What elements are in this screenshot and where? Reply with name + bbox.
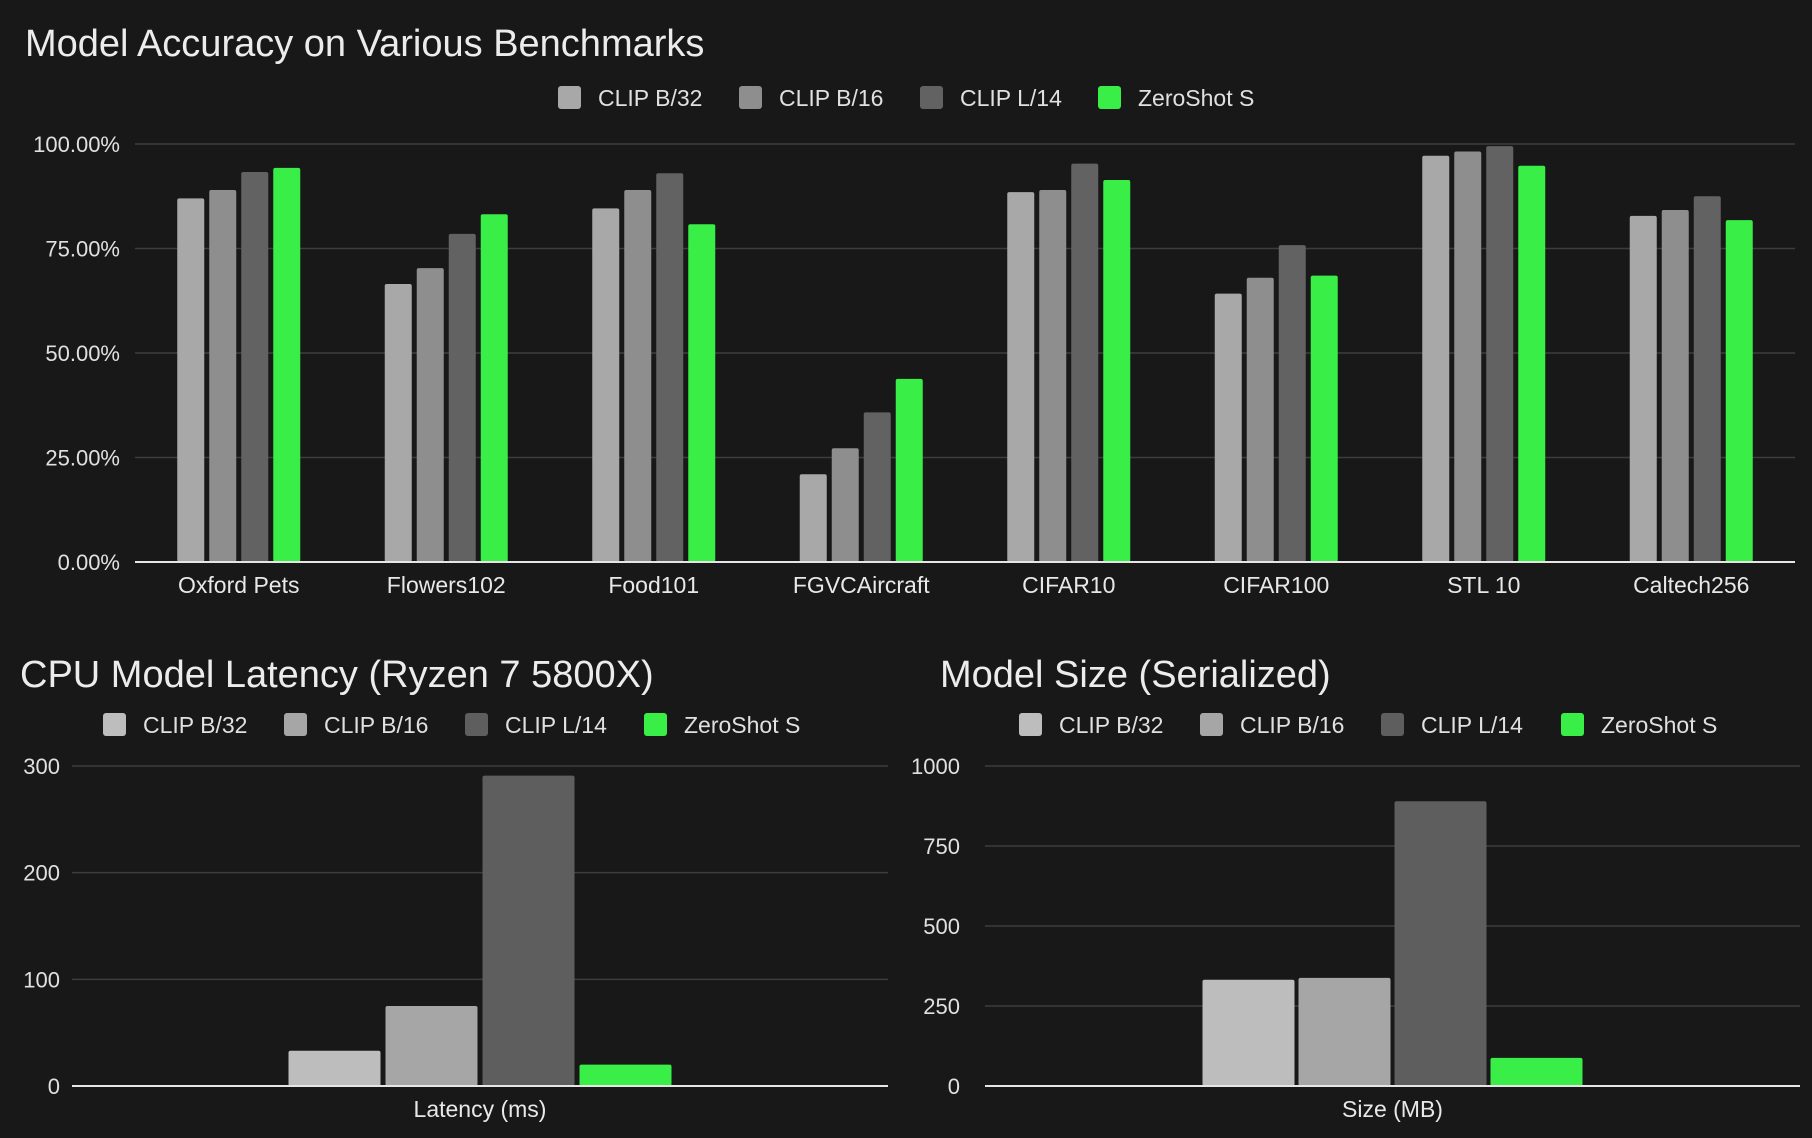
y-tick-label: 300 bbox=[23, 754, 60, 779]
bar-fgvcaircraft-zeroshot-s[interactable] bbox=[895, 378, 923, 562]
bar-size-mb-zeroshot-s[interactable] bbox=[1490, 1057, 1583, 1086]
bar-latency-ms-zeroshot-s[interactable] bbox=[579, 1064, 672, 1086]
legend-label-clip-l-14: CLIP L/14 bbox=[505, 712, 607, 738]
y-tick-label: 750 bbox=[923, 834, 960, 859]
bar-food101-zeroshot-s[interactable] bbox=[688, 224, 716, 563]
bar-caltech256-clip-b-16[interactable] bbox=[1661, 210, 1689, 562]
bar-flowers102-clip-b-16[interactable] bbox=[416, 268, 444, 562]
y-tick-label: 250 bbox=[923, 994, 960, 1019]
bar-caltech256-zeroshot-s[interactable] bbox=[1725, 220, 1753, 563]
bar-size-mb-clip-b-32[interactable] bbox=[1202, 979, 1295, 1086]
legend-swatch-clip-b-16 bbox=[284, 713, 307, 736]
x-category-label: CIFAR10 bbox=[1022, 572, 1115, 598]
legend-label-clip-b-16: CLIP B/16 bbox=[324, 712, 428, 738]
bar-cifar100-clip-b-16[interactable] bbox=[1246, 277, 1274, 562]
y-tick-label: 500 bbox=[923, 914, 960, 939]
x-category-label: Size (MB) bbox=[1342, 1096, 1443, 1122]
size-chart: Model Size (Serialized) CLIP B/32 CLIP B/1… bbox=[911, 654, 1800, 1122]
bar-fgvcaircraft-clip-l-14[interactable] bbox=[863, 412, 891, 562]
legend-swatch-zeroshot-s bbox=[1561, 713, 1584, 736]
bar-latency-ms-clip-l-14[interactable] bbox=[482, 775, 575, 1086]
legend-label-clip-b-32: CLIP B/32 bbox=[598, 85, 702, 111]
legend-swatch-clip-b-16 bbox=[1200, 713, 1223, 736]
legend-swatch-clip-l-14 bbox=[920, 86, 943, 109]
bar-flowers102-zeroshot-s[interactable] bbox=[480, 214, 508, 562]
bar-cifar10-clip-b-16[interactable] bbox=[1039, 189, 1067, 563]
x-category-label: STL 10 bbox=[1447, 572, 1520, 598]
chart-title: Model Accuracy on Various Benchmarks bbox=[25, 23, 704, 65]
bar-oxford-pets-clip-b-16[interactable] bbox=[209, 189, 237, 563]
bar-size-mb-clip-b-16[interactable] bbox=[1298, 977, 1391, 1086]
y-tick-label: 75.00% bbox=[45, 237, 120, 262]
bar-cifar100-clip-b-32[interactable] bbox=[1214, 293, 1242, 562]
bar-food101-clip-b-32[interactable] bbox=[592, 208, 620, 562]
legend-label-clip-l-14: CLIP L/14 bbox=[960, 85, 1062, 111]
legend-swatch-clip-b-32 bbox=[558, 86, 581, 109]
y-tick-label: 50.00% bbox=[45, 341, 120, 366]
legend-swatch-zeroshot-s bbox=[644, 713, 667, 736]
bar-oxford-pets-clip-b-32[interactable] bbox=[177, 198, 205, 562]
legend-label-zeroshot-s: ZeroShot S bbox=[1601, 712, 1717, 738]
bar-cifar10-clip-l-14[interactable] bbox=[1071, 163, 1099, 562]
bar-cifar10-clip-b-32[interactable] bbox=[1007, 192, 1035, 562]
y-tick-label: 0 bbox=[48, 1074, 60, 1099]
legend-label-clip-b-32: CLIP B/32 bbox=[143, 712, 247, 738]
bar-caltech256-clip-b-32[interactable] bbox=[1629, 215, 1657, 562]
bar-size-mb-clip-l-14[interactable] bbox=[1394, 801, 1487, 1086]
x-category-label: Oxford Pets bbox=[178, 572, 299, 598]
bar-flowers102-clip-l-14[interactable] bbox=[448, 233, 476, 562]
legend-label-clip-b-16: CLIP B/16 bbox=[1240, 712, 1344, 738]
bar-fgvcaircraft-clip-b-16[interactable] bbox=[831, 448, 859, 562]
accuracy-chart: Model Accuracy on Various Benchmarks CLIP… bbox=[25, 23, 1795, 598]
legend-swatch-clip-b-32 bbox=[103, 713, 126, 736]
legend-swatch-clip-b-16 bbox=[739, 86, 762, 109]
chart-title: Model Size (Serialized) bbox=[940, 654, 1331, 696]
legend-label-zeroshot-s: ZeroShot S bbox=[1138, 85, 1254, 111]
bar-food101-clip-l-14[interactable] bbox=[656, 173, 684, 562]
legend-swatch-clip-l-14 bbox=[1381, 713, 1404, 736]
bar-food101-clip-b-16[interactable] bbox=[624, 189, 652, 563]
chart-title: CPU Model Latency (Ryzen 7 5800X) bbox=[20, 654, 654, 696]
latency-chart: CPU Model Latency (Ryzen 7 5800X) CLIP B/… bbox=[20, 654, 888, 1122]
bar-cifar10-zeroshot-s[interactable] bbox=[1103, 179, 1131, 562]
bar-fgvcaircraft-clip-b-32[interactable] bbox=[799, 474, 827, 562]
bar-oxford-pets-zeroshot-s[interactable] bbox=[273, 167, 301, 563]
legend-label-clip-l-14: CLIP L/14 bbox=[1421, 712, 1523, 738]
legend-label-clip-b-16: CLIP B/16 bbox=[779, 85, 883, 111]
bar-latency-ms-clip-b-32[interactable] bbox=[288, 1050, 381, 1086]
bar-stl-10-clip-b-32[interactable] bbox=[1422, 155, 1450, 563]
legend-label-clip-b-32: CLIP B/32 bbox=[1059, 712, 1163, 738]
y-tick-label: 25.00% bbox=[45, 446, 120, 471]
bar-flowers102-clip-b-32[interactable] bbox=[384, 284, 412, 562]
y-tick-label: 0 bbox=[948, 1074, 960, 1099]
bar-oxford-pets-clip-l-14[interactable] bbox=[241, 172, 269, 563]
legend-swatch-zeroshot-s bbox=[1098, 86, 1121, 109]
y-tick-label: 100.00% bbox=[33, 132, 120, 157]
bar-stl-10-clip-b-16[interactable] bbox=[1454, 151, 1482, 563]
x-category-label: CIFAR100 bbox=[1223, 572, 1329, 598]
x-category-label: Flowers102 bbox=[387, 572, 506, 598]
bar-caltech256-clip-l-14[interactable] bbox=[1693, 196, 1721, 562]
bar-cifar100-clip-l-14[interactable] bbox=[1278, 245, 1306, 562]
legend-label-zeroshot-s: ZeroShot S bbox=[684, 712, 800, 738]
y-tick-label: 0.00% bbox=[58, 550, 120, 575]
y-tick-label: 100 bbox=[23, 967, 60, 992]
bar-cifar100-zeroshot-s[interactable] bbox=[1310, 275, 1338, 562]
legend-swatch-clip-b-32 bbox=[1019, 713, 1042, 736]
y-tick-label: 1000 bbox=[911, 754, 960, 779]
x-category-label: Food101 bbox=[608, 572, 699, 598]
bar-stl-10-clip-l-14[interactable] bbox=[1486, 146, 1514, 562]
legend-swatch-clip-l-14 bbox=[465, 713, 488, 736]
x-category-label: Latency (ms) bbox=[414, 1096, 547, 1122]
x-category-label: FGVCAircraft bbox=[793, 572, 930, 598]
bar-stl-10-zeroshot-s[interactable] bbox=[1518, 165, 1546, 562]
bar-latency-ms-clip-b-16[interactable] bbox=[385, 1006, 478, 1086]
y-tick-label: 200 bbox=[23, 861, 60, 886]
x-category-label: Caltech256 bbox=[1633, 572, 1749, 598]
